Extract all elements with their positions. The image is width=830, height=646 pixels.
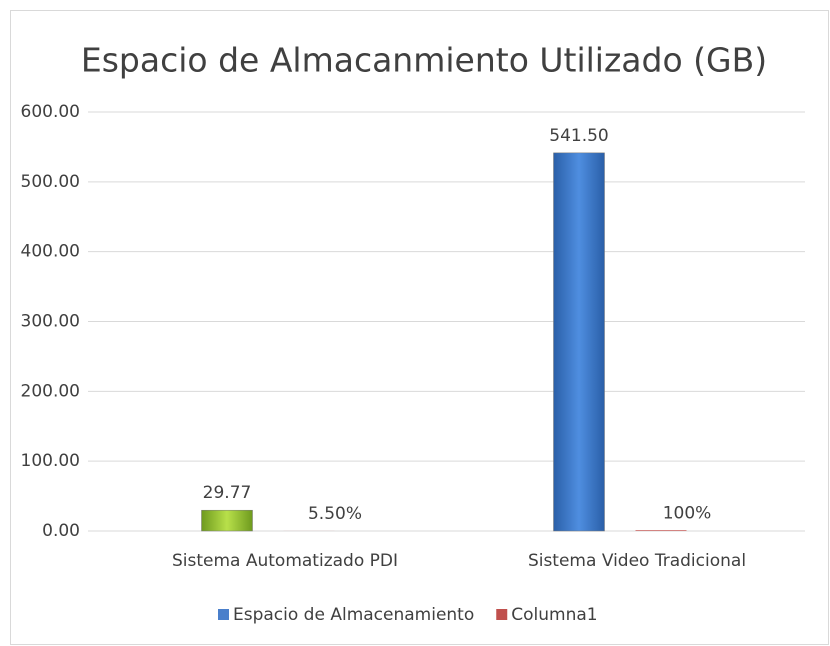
y-tick-label: 200.00 bbox=[21, 381, 80, 401]
legend-label: Columna1 bbox=[511, 605, 597, 625]
bar bbox=[635, 530, 687, 531]
x-tick-label: Sistema Automatizado PDI bbox=[172, 551, 398, 571]
data-label: 29.77 bbox=[203, 483, 252, 503]
data-label: 5.50% bbox=[308, 504, 362, 524]
chart-border bbox=[10, 10, 829, 645]
data-label: 541.50 bbox=[549, 126, 608, 146]
legend-label: Espacio de Almacenamiento bbox=[233, 605, 474, 625]
legend-swatch bbox=[496, 609, 508, 620]
y-tick-label: 300.00 bbox=[21, 312, 80, 332]
bar bbox=[553, 152, 605, 532]
chart-title: Espacio de Almacanmiento Utilizado (GB) bbox=[81, 41, 767, 80]
y-tick-label: 500.00 bbox=[21, 172, 80, 192]
y-tick-label: 400.00 bbox=[21, 242, 80, 262]
bar bbox=[201, 509, 253, 532]
legend-swatch bbox=[218, 609, 229, 620]
data-label: 100% bbox=[663, 503, 712, 523]
y-tick-label: 100.00 bbox=[21, 451, 80, 471]
x-tick-label: Sistema Video Tradicional bbox=[528, 551, 746, 571]
y-tick-label: 0.00 bbox=[42, 521, 80, 541]
y-tick-label: 600.00 bbox=[21, 102, 80, 122]
